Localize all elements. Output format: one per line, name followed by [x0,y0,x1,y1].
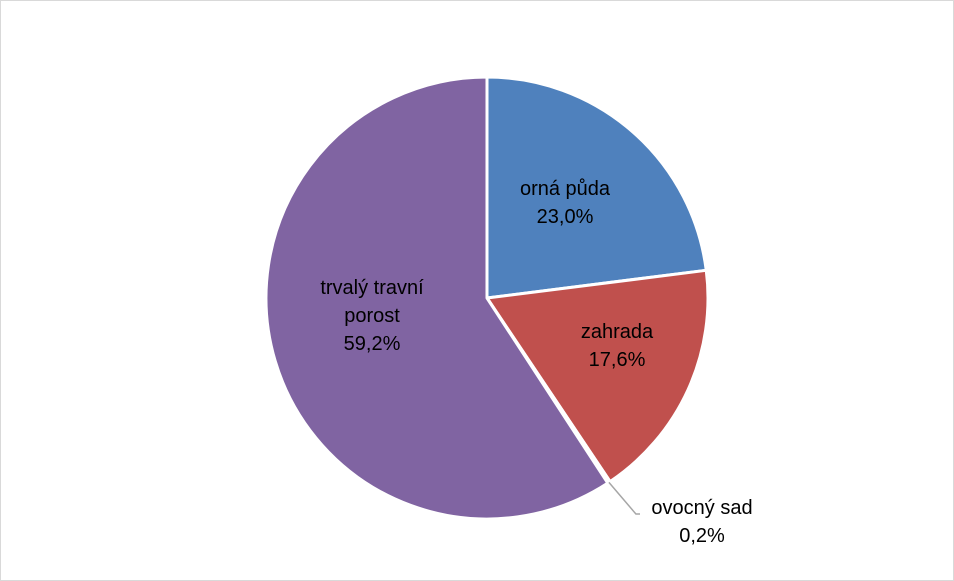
data-label-3: trvalý travní porost 59,2% [320,277,424,355]
data-label-value: 59,2% [344,333,401,355]
data-label-category: ovocný sad [651,497,752,519]
data-label-category: trvalý travní [320,277,424,299]
data-label-category: orná půda [520,178,611,200]
pie-slice-0 [485,75,708,300]
pie-slice-3 [264,75,610,521]
data-label-value: 23,0% [537,206,594,228]
data-label-2: ovocný sad 0,2% [651,497,752,547]
data-label-value: 0,2% [679,525,725,547]
data-label-value: 17,6% [589,349,646,371]
data-label-0: orná půda 23,0% [520,178,611,228]
data-label-1: zahrada 17,6% [581,321,654,371]
data-label-category: porost [344,305,400,327]
pie-slice-1 [485,268,710,484]
leader-line-2 [608,481,640,515]
data-label-category: zahrada [581,321,654,343]
